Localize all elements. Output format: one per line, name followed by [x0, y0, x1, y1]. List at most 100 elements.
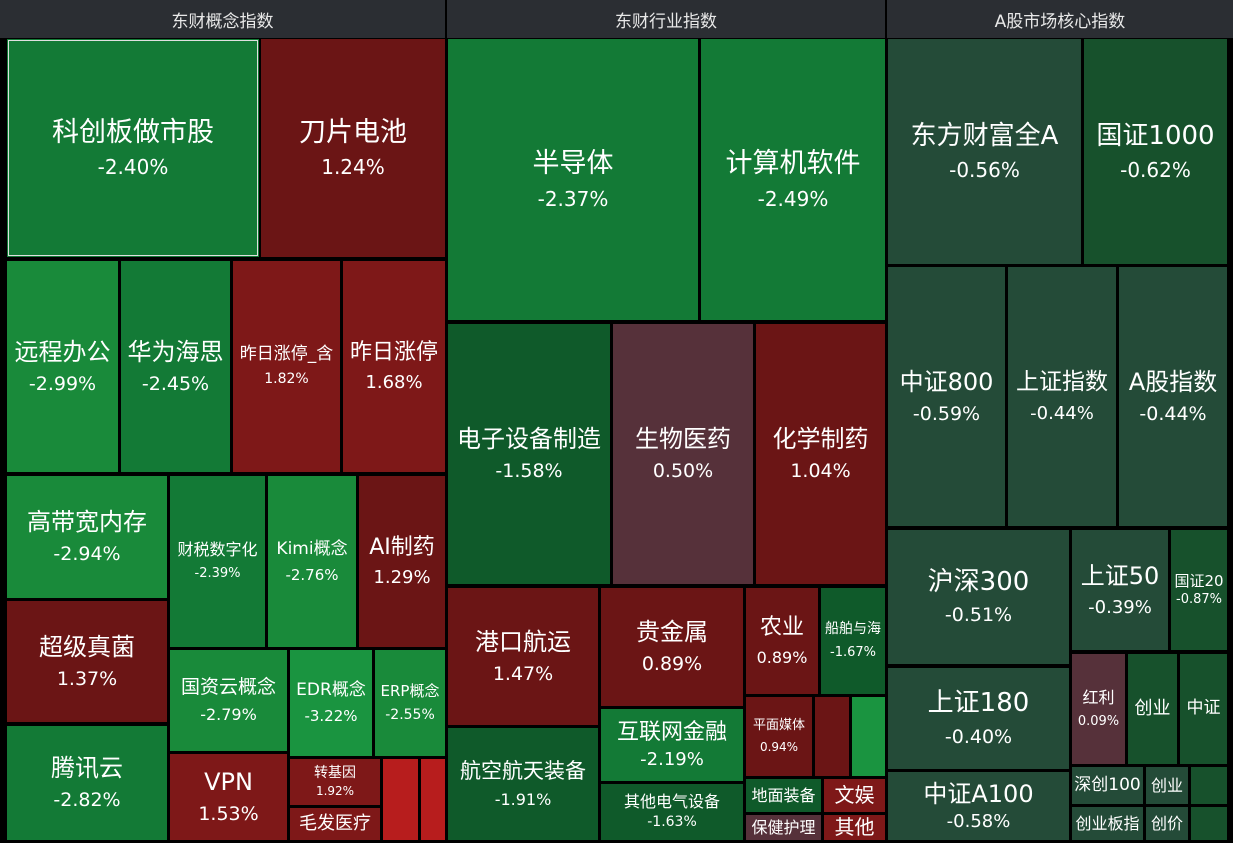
tile-name: 文娱 [834, 783, 875, 807]
tile-sz50[interactable]: 上证50 -0.39% [1072, 530, 1168, 650]
tile-gz20[interactable]: 国证20 -0.87% [1171, 530, 1227, 650]
tile-aizy[interactable]: AI制药 1.29% [359, 476, 445, 647]
tile-bjhl[interactable]: 保健护理 [746, 815, 821, 840]
tile-qtdq[interactable]: 其他电气设备 -1.63% [601, 784, 743, 840]
tile-sz180[interactable]: 上证180 -0.40% [888, 668, 1069, 769]
tile-pmmt[interactable]: 平面媒体 0.94% [746, 697, 812, 776]
tile-pct: -2.19% [640, 748, 704, 770]
tile-unlabeled-green-3[interactable] [1191, 807, 1227, 840]
tile-cjzj[interactable]: 超级真菌 1.37% [7, 601, 167, 722]
tile-gjs[interactable]: 贵金属 0.89% [601, 588, 743, 706]
tile-mfyl[interactable]: 毛发医疗 [290, 808, 380, 840]
tile-bdt[interactable]: 半导体 -2.37% [448, 39, 698, 320]
tile-erp[interactable]: ERP概念 -2.55% [375, 650, 445, 756]
tile-name: 贵金属 [636, 618, 708, 647]
tile-name: 国证20 [1174, 571, 1224, 590]
tile-pct: -2.76% [285, 565, 339, 584]
tile-zjy[interactable]: 转基因 1.92% [290, 759, 380, 805]
tile-csszh[interactable]: 财税数字化 -2.39% [170, 476, 265, 647]
tile-hlwjr[interactable]: 互联网金融 -2.19% [601, 709, 743, 781]
tile-cybz[interactable]: 创业板指 [1072, 807, 1143, 840]
tile-name: 国证1000 [1096, 120, 1215, 151]
tile-hxzy[interactable]: 化学制药 1.04% [756, 324, 885, 584]
tile-vpn[interactable]: VPN 1.53% [170, 754, 287, 840]
tile-pct: 1.29% [373, 567, 431, 588]
tile-zrzt[interactable]: 昨日涨停 1.68% [343, 261, 445, 472]
tile-kcbzs[interactable]: 科创板做市股 -2.40% [7, 39, 259, 257]
tile-name: 创业 [1150, 775, 1183, 795]
tile-name: 平面媒体 [752, 717, 805, 733]
tile-name: 保健护理 [751, 817, 816, 837]
tile-jsjrj[interactable]: 计算机软件 -2.49% [701, 39, 885, 320]
header-concept-index: 东财概念指数 [0, 0, 445, 38]
tile-name: 其他 [834, 815, 875, 839]
tile-unlabeled-green-2[interactable] [1191, 767, 1227, 804]
tile-pct: -2.40% [97, 155, 169, 180]
tile-pct: -0.56% [949, 158, 1020, 183]
tile-pct: 1.24% [321, 155, 385, 180]
tile-hwhs[interactable]: 华为海思 -2.45% [121, 261, 230, 472]
tile-gzyg[interactable]: 国资云概念 -2.79% [170, 650, 287, 751]
tile-zrztc[interactable]: 昨日涨停_含 1.82% [233, 261, 340, 472]
tile-name: EDR概念 [296, 680, 366, 700]
tile-dmzb[interactable]: 地面装备 [746, 779, 821, 812]
tile-dzsb[interactable]: 电子设备制造 -1.58% [448, 324, 610, 584]
tile-name: 刀片电池 [299, 116, 407, 148]
tile-pct: 0.89% [756, 647, 808, 667]
tile-hkht[interactable]: 航空航天装备 -1.91% [448, 728, 598, 840]
tile-pct: 0.89% [641, 653, 703, 676]
tile-edr[interactable]: EDR概念 -3.22% [290, 650, 372, 756]
tile-dfcf[interactable]: 东方财富全A -0.56% [888, 39, 1081, 264]
tile-pct: 0.09% [1077, 713, 1120, 729]
tile-ny[interactable]: 农业 0.89% [746, 588, 818, 694]
tile-cy[interactable]: 创业 [1128, 654, 1177, 764]
tile-txy[interactable]: 腾讯云 -2.82% [7, 726, 167, 840]
tile-wy[interactable]: 文娱 [824, 779, 885, 812]
tile-unlabeled-red-2[interactable] [421, 759, 445, 840]
header-industry-index: 东财行业指数 [447, 0, 885, 38]
tile-pct: 1.37% [56, 667, 118, 690]
tile-zza100[interactable]: 中证A100 -0.58% [888, 772, 1069, 840]
tile-cbyh[interactable]: 船舶与海 -1.67% [821, 588, 885, 694]
tile-pct: -0.44% [1139, 402, 1207, 425]
tile-swyy[interactable]: 生物医药 0.50% [613, 324, 753, 584]
tile-zz[interactable]: 中证 [1180, 654, 1227, 764]
tile-cy2[interactable]: 创业 [1146, 767, 1188, 804]
tile-dpdc[interactable]: 刀片电池 1.24% [261, 39, 445, 257]
tile-hs300[interactable]: 沪深300 -0.51% [888, 530, 1069, 664]
tile-name: 沪深300 [927, 566, 1030, 597]
tile-name: 转基因 [314, 764, 356, 781]
tile-unlabeled-red-3[interactable] [815, 697, 849, 776]
tile-name: 国资云概念 [180, 675, 276, 698]
tile-agzs[interactable]: A股指数 -0.44% [1119, 267, 1227, 526]
tile-pct: -2.39% [194, 566, 241, 582]
tile-name: Kimi概念 [276, 538, 348, 559]
tile-name: 半导体 [532, 148, 614, 180]
tile-name: 创业 [1134, 697, 1171, 719]
tile-gz1000[interactable]: 国证1000 -0.62% [1084, 39, 1227, 264]
tile-name: 腾讯云 [51, 754, 123, 783]
tile-name: 中证 [1186, 698, 1221, 719]
tile-gdkncc[interactable]: 高带宽内存 -2.94% [7, 476, 167, 598]
tile-qt[interactable]: 其他 [824, 815, 885, 840]
tile-pct: -0.51% [944, 604, 1013, 627]
tile-name: 农业 [759, 615, 804, 641]
tile-kimi[interactable]: Kimi概念 -2.76% [268, 476, 356, 647]
header-label: 东财行业指数 [615, 11, 717, 32]
tile-name: 船舶与海 [825, 621, 881, 638]
tile-gkhy[interactable]: 港口航运 1.47% [448, 588, 598, 725]
tile-szzs[interactable]: 上证指数 -0.44% [1008, 267, 1116, 526]
tile-pct: -0.40% [944, 725, 1013, 748]
tile-cj[interactable]: 创价 [1146, 807, 1188, 840]
tile-name: 东方财富全A [910, 120, 1059, 151]
tile-pct: -1.63% [647, 814, 697, 831]
tile-sc100[interactable]: 深创100 [1072, 767, 1143, 804]
tile-ycbg[interactable]: 远程办公 -2.99% [7, 261, 118, 472]
tile-zz800[interactable]: 中证800 -0.59% [888, 267, 1005, 526]
tile-unlabeled-green-1[interactable] [852, 697, 885, 776]
tile-name: 互联网金融 [616, 720, 727, 745]
tile-hl[interactable]: 红利 0.09% [1072, 654, 1125, 764]
tile-pct: -0.62% [1120, 158, 1191, 183]
tile-pct: 1.92% [315, 784, 355, 799]
tile-unlabeled-red-1[interactable] [383, 759, 418, 840]
